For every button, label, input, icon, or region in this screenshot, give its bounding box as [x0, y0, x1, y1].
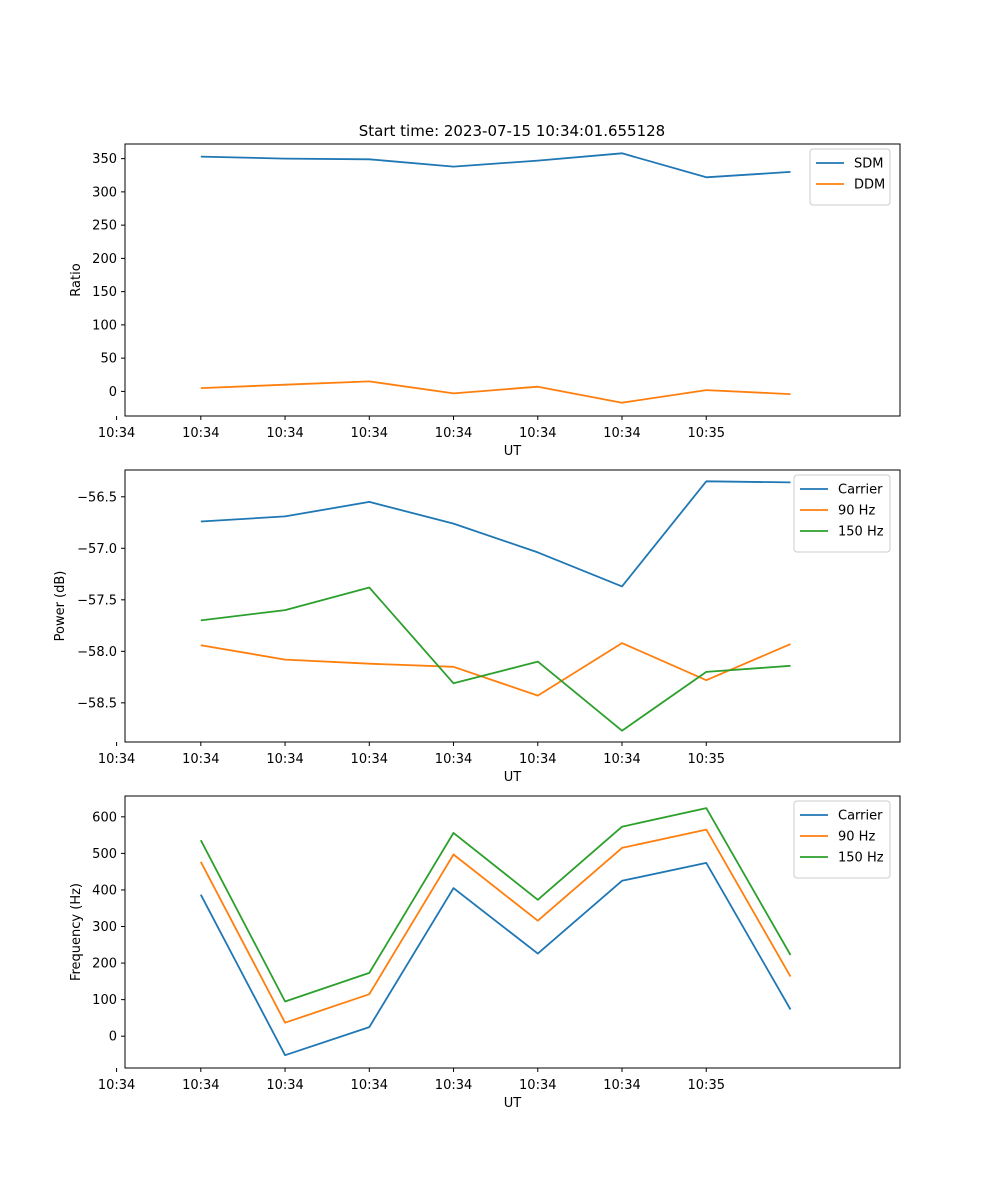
power-legend-label-carrier: Carrier [838, 483, 883, 498]
ratio-y-tick-label: 250 [92, 219, 117, 234]
frequency-y-tick-label: 0 [109, 1030, 117, 1045]
frequency-x-tick-label: 10:34 [603, 1078, 640, 1093]
power-legend-label-90-hz: 90 Hz [838, 504, 875, 519]
ratio-axes-frame [124, 143, 901, 417]
ratio-legend-label-sdm: SDM [854, 157, 883, 172]
power-axes-frame [124, 469, 901, 743]
ratio-x-tick-label: 10:34 [435, 426, 472, 441]
ratio-x-tick-label: 10:34 [98, 426, 135, 441]
power-legend-label-150-hz: 150 Hz [838, 525, 884, 540]
frequency-x-tick-label: 10:34 [435, 1078, 472, 1093]
frequency-panel: 10:34 10:34 10:34 10:34 10:34 10:34 10:34 10:35… [69, 795, 901, 1111]
frequency-legend-label-90-hz: 90 Hz [838, 830, 875, 845]
ratio-x-tick-label: 10:34 [182, 426, 219, 441]
frequency-series-150-hz [200, 807, 792, 1003]
ratio-legend-label-ddm: DDM [854, 178, 885, 193]
power-y-tick-label: −57.5 [77, 593, 117, 608]
power-x-tick-label: 10:34 [603, 752, 640, 767]
figure-title: Start time: 2023-07-15 10:34:01.655128 [359, 122, 665, 140]
frequency-x-tick-label: 10:34 [182, 1078, 219, 1093]
power-legend [793, 474, 891, 553]
ratio-y-tick-label: 150 [92, 285, 117, 300]
frequency-x-tick-label: 10:34 [266, 1078, 303, 1093]
power-x-tick-label: 10:35 [688, 752, 725, 767]
ratio-x-axis-label: UT [504, 444, 522, 459]
frequency-legend [793, 800, 891, 879]
frequency-y-tick-label: 600 [92, 810, 117, 825]
frequency-legend-label-carrier: Carrier [838, 809, 883, 824]
power-x-tick-label: 10:34 [182, 752, 219, 767]
frequency-x-tick-label: 10:34 [98, 1078, 135, 1093]
frequency-y-tick-label: 500 [92, 847, 117, 862]
frequency-legend-label-150-hz: 150 Hz [838, 851, 884, 866]
power-panel: 10:34 10:34 10:34 10:34 10:34 10:34 10:34 10:35… [53, 469, 901, 785]
frequency-y-tick-label: 100 [92, 993, 117, 1008]
power-series-carrier [200, 480, 791, 588]
ratio-x-tick-label: 10:34 [266, 426, 303, 441]
ratio-series-ddm [200, 380, 791, 404]
ratio-y-tick-label: 200 [92, 252, 117, 267]
ratio-y-tick-label: 100 [92, 318, 117, 333]
power-series-150-hz [200, 586, 791, 732]
frequency-y-axis-label: Frequency (Hz) [69, 883, 84, 981]
frequency-series-90-hz [200, 828, 792, 1024]
power-x-tick-label: 10:34 [435, 752, 472, 767]
power-y-tick-label: −58.5 [77, 696, 117, 711]
ratio-panel: 10:34 10:34 10:34 10:34 10:34 10:34 10:34 10:35… [69, 143, 901, 459]
ratio-y-tick-label: 350 [92, 152, 117, 167]
frequency-series-carrier [200, 862, 792, 1057]
ratio-y-axis-label: Ratio [69, 263, 84, 296]
ratio-x-tick-label: 10:35 [688, 426, 725, 441]
power-x-tick-label: 10:34 [98, 752, 135, 767]
frequency-x-axis-label: UT [504, 1096, 522, 1111]
frequency-axes-frame [124, 795, 901, 1069]
power-y-tick-label: −58.0 [77, 645, 117, 660]
power-x-tick-label: 10:34 [519, 752, 556, 767]
power-y-tick-label: −56.5 [77, 490, 117, 505]
ratio-x-tick-label: 10:34 [519, 426, 556, 441]
ratio-y-tick-label: 50 [100, 352, 117, 367]
ratio-y-tick-label: 0 [109, 385, 117, 400]
power-x-tick-label: 10:34 [266, 752, 303, 767]
frequency-y-tick-label: 300 [92, 920, 117, 935]
frequency-x-tick-label: 10:34 [351, 1078, 388, 1093]
frequency-y-tick-label: 400 [92, 883, 117, 898]
frequency-y-tick-label: 200 [92, 957, 117, 972]
power-series-90-hz [200, 642, 791, 697]
ratio-x-tick-label: 10:34 [351, 426, 388, 441]
frequency-x-tick-label: 10:34 [519, 1078, 556, 1093]
power-y-tick-label: −57.0 [77, 542, 117, 557]
power-y-axis-label: Power (dB) [53, 571, 68, 642]
ratio-x-tick-label: 10:34 [603, 426, 640, 441]
power-x-tick-label: 10:34 [351, 752, 388, 767]
frequency-x-tick-label: 10:35 [688, 1078, 725, 1093]
power-x-axis-label: UT [504, 770, 522, 785]
ratio-y-tick-label: 300 [92, 185, 117, 200]
ratio-series-sdm [200, 152, 791, 179]
